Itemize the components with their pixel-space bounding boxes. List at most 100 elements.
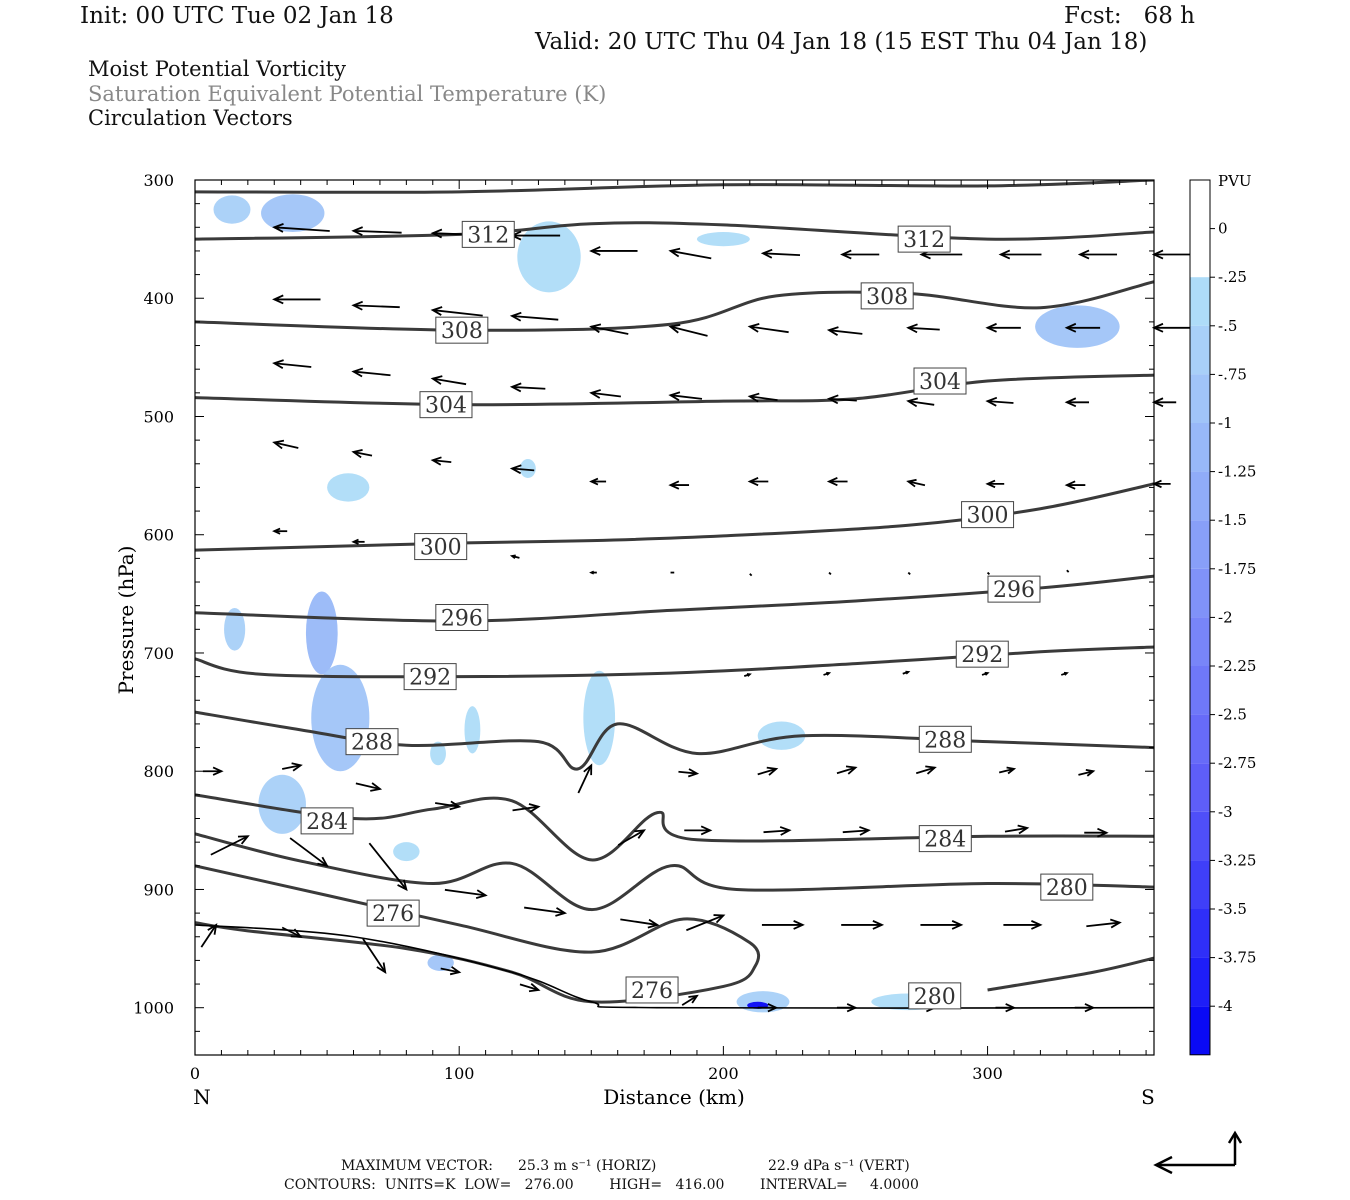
vector-arrow	[1074, 1003, 1096, 1013]
contour-label-box	[461, 220, 515, 248]
vector-head	[397, 879, 408, 892]
contour-label: 276	[625, 976, 679, 1004]
vector-arrow	[589, 389, 621, 399]
vector-shaft	[987, 400, 1014, 404]
vector-arrow	[430, 456, 452, 466]
vector-arrow	[1084, 827, 1109, 838]
vector-shaft	[986, 571, 991, 576]
vector-shaft	[512, 805, 539, 812]
vector-shaft	[908, 480, 926, 487]
vector-arrow	[272, 294, 321, 305]
colorbar-label: -1.75	[1218, 560, 1256, 578]
vector-head	[1085, 768, 1096, 777]
contour-label-box	[897, 225, 951, 253]
vector-arrow	[440, 966, 462, 976]
vector-shaft	[210, 835, 249, 856]
colorbar-title: PVU	[1218, 172, 1252, 190]
vector-head	[760, 248, 773, 259]
contour-label: 312	[897, 225, 951, 253]
vector-shaft	[577, 764, 593, 794]
vector-head	[779, 826, 792, 836]
vector-shaft	[353, 304, 400, 309]
vector-head	[985, 479, 996, 489]
contour-label-text: 304	[919, 370, 961, 395]
colorbar-label: -.75	[1218, 365, 1247, 383]
colorbar-label: -2.25	[1218, 657, 1256, 675]
vector-shaft	[842, 829, 869, 834]
vector-arrow	[747, 476, 769, 487]
contour-label: 280	[908, 982, 962, 1010]
contour-label-text: 276	[372, 902, 414, 927]
colorbar-cell	[1190, 471, 1210, 521]
vector-arrow	[985, 479, 1005, 489]
vector-arrow	[920, 920, 964, 930]
vector-arrow	[906, 478, 926, 488]
vector-arrow	[509, 311, 559, 322]
vector-head	[317, 856, 329, 868]
vector-shaft	[828, 397, 857, 402]
vector-arrow	[519, 983, 541, 993]
title-theta-es: Saturation Equivalent Potential Temperat…	[88, 82, 607, 106]
vector-shaft	[749, 573, 753, 577]
terrain-surface	[195, 924, 1154, 1009]
vector-arrow	[840, 249, 880, 260]
vector-shaft	[511, 386, 546, 390]
vector-head	[906, 323, 918, 334]
vector-arrow	[757, 1003, 779, 1013]
vector-head	[351, 367, 364, 378]
contour-label: 280	[1040, 873, 1094, 901]
colorbar-label: -4	[1218, 997, 1233, 1015]
contour-label-text: 280	[1046, 876, 1088, 901]
contour-label-text: 284	[306, 810, 348, 835]
vector-arrow	[368, 842, 408, 892]
vector-arrow	[668, 391, 703, 402]
mpv-blob	[258, 774, 306, 834]
colorbar-cell	[1190, 763, 1210, 812]
vector-arrow	[981, 671, 990, 676]
vector-arrow	[620, 918, 660, 929]
vector-head	[449, 966, 462, 976]
mpv-blob	[430, 741, 446, 766]
vector-arrow	[509, 554, 520, 560]
contour-label: 308	[860, 282, 914, 310]
contour-label-text: 288	[924, 728, 966, 753]
contour-label-box	[419, 391, 473, 419]
contour-label: 312	[461, 220, 515, 248]
vector-shaft	[355, 782, 381, 790]
vector-head	[905, 670, 911, 675]
contour-label-text: 308	[441, 319, 483, 344]
vector-arrow	[1151, 397, 1177, 408]
contour-280	[195, 832, 1154, 912]
x-axis-right-label: S	[1141, 1085, 1155, 1109]
colorbar-label: -3.75	[1218, 949, 1256, 967]
mpv-blob	[1035, 305, 1120, 348]
contour-label: 300	[414, 533, 468, 561]
vector-shaft	[432, 377, 467, 386]
contour-label: 288	[918, 725, 972, 753]
contour-label-box	[918, 825, 972, 853]
vector-arrow	[985, 322, 1021, 333]
vector-shaft	[617, 829, 645, 846]
vector-shaft	[908, 400, 935, 406]
vector-arrow	[998, 249, 1042, 260]
vector-head	[1064, 322, 1077, 333]
vector-head	[826, 326, 839, 336]
vector-head	[351, 226, 363, 237]
vector-arrow	[362, 938, 387, 975]
vector-head	[272, 223, 284, 233]
vector-arrow	[668, 323, 708, 337]
vector-head	[747, 476, 759, 487]
terrain-line	[195, 924, 1154, 1009]
contour-label: 284	[300, 807, 354, 835]
vector-head	[668, 247, 681, 258]
contour-label-box	[918, 725, 972, 753]
mpv-blob	[583, 670, 616, 766]
vector-head	[998, 249, 1011, 260]
vector-head	[272, 359, 284, 369]
vector-head	[509, 382, 522, 393]
vector-arrow	[200, 923, 218, 948]
vector-arrow	[281, 762, 303, 772]
vector-head	[846, 1003, 858, 1013]
colorbar-cell	[1190, 180, 1210, 229]
vector-head	[985, 322, 997, 333]
